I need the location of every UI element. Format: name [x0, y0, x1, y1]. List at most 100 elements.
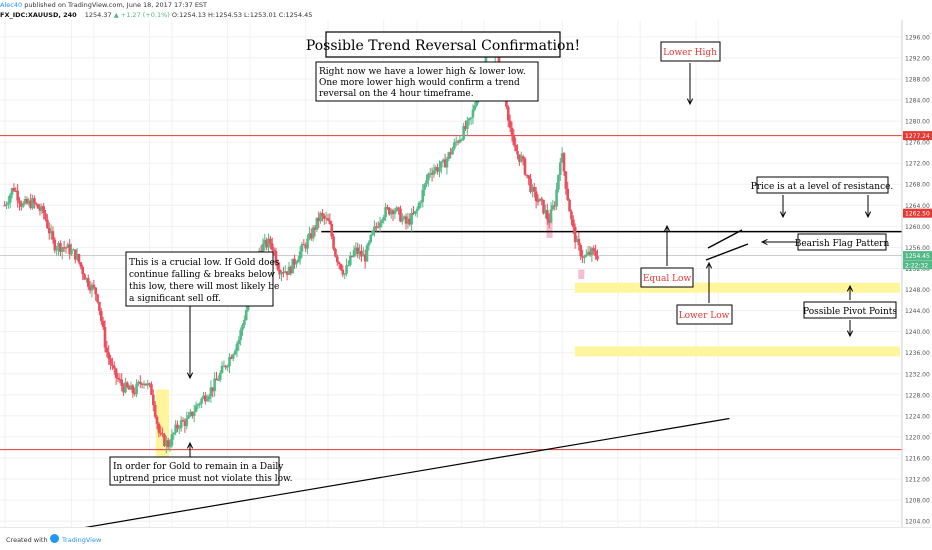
crucial-low-note-line: this low, there will most likely be — [129, 282, 279, 292]
candle-up — [8, 194, 12, 203]
candle-down — [42, 206, 45, 214]
candle-down — [337, 262, 341, 265]
pivot-arrow-up-head — [846, 284, 854, 292]
candle-down — [547, 219, 551, 223]
candle-down — [53, 239, 57, 251]
candle-down — [191, 411, 194, 417]
candle-down — [86, 278, 90, 287]
lower-high-label-box — [660, 41, 721, 62]
candle-up — [406, 218, 410, 224]
candle-down — [562, 153, 566, 172]
candle-up — [60, 247, 64, 252]
candle-down — [118, 379, 122, 381]
candle-up — [348, 255, 352, 265]
y-tick-label: 1256.00 — [905, 245, 930, 252]
candle-down — [131, 385, 135, 393]
candle-up — [192, 411, 196, 417]
candle-up — [235, 344, 239, 352]
candle-down — [449, 152, 452, 155]
candle-up — [178, 427, 181, 429]
candle-up — [57, 243, 60, 249]
candle-up — [458, 139, 462, 143]
candle-down — [391, 210, 395, 215]
candle-down — [512, 134, 516, 145]
candle-down — [564, 171, 568, 189]
candle-up — [380, 220, 384, 223]
candle-up — [261, 243, 265, 253]
candle-down — [581, 256, 584, 258]
symbol-label: FX_IDC:XAUUSD, 240 — [0, 11, 77, 19]
lower-high-note-line: Right now we have a lower high & lower l… — [319, 67, 526, 77]
y-tick-label: 1208.00 — [905, 498, 930, 505]
candle-down — [163, 434, 166, 446]
candle-down — [317, 217, 321, 222]
candle-up — [31, 198, 34, 209]
crucial-low-note-line: This is a crucial low. If Gold does — [129, 258, 280, 268]
resistance-note: Price is at a level of resistance. — [751, 182, 894, 192]
candle-down — [464, 125, 467, 129]
candle-up — [324, 218, 328, 220]
candle-up — [300, 244, 304, 252]
candle-up — [267, 238, 270, 248]
candle-up — [447, 152, 451, 159]
candle-up — [7, 202, 10, 205]
y-tick-label: 1236.00 — [905, 350, 930, 357]
candle-down — [153, 405, 157, 417]
candle-up — [475, 100, 478, 106]
candle-down — [34, 203, 38, 205]
candle-down — [326, 218, 330, 221]
candle-down — [339, 264, 343, 270]
candle-up — [585, 254, 588, 257]
publish-info: published on TradingView.com, June 18, 2… — [24, 1, 208, 9]
candle-down — [46, 219, 49, 228]
candle-up — [21, 203, 25, 207]
candle-up — [347, 264, 350, 266]
candle-up — [440, 161, 443, 168]
candle-up — [10, 188, 14, 195]
candle-down — [540, 198, 544, 200]
y-tick-label: 1216.00 — [905, 455, 930, 462]
candle-up — [187, 415, 190, 419]
candle-up — [124, 382, 127, 393]
candle-up — [291, 258, 294, 274]
candle-up — [237, 340, 241, 345]
candle-down — [596, 256, 599, 260]
candle-down — [103, 326, 107, 348]
candle-down — [274, 251, 278, 264]
candle-up — [142, 383, 146, 385]
candle-up — [560, 153, 564, 163]
author-link[interactable]: Alec40 — [0, 1, 23, 9]
candle-up — [371, 230, 374, 236]
candle-up — [66, 244, 70, 248]
candle-up — [417, 203, 421, 209]
candle-down — [328, 220, 332, 224]
candle-down — [443, 159, 447, 168]
candle-down — [44, 213, 47, 220]
candle-up — [189, 411, 192, 416]
daily-uptrend-note-box — [109, 456, 280, 486]
candle-down — [388, 207, 391, 215]
tradingview-brand[interactable]: TradingView — [62, 536, 102, 544]
candle-up — [263, 239, 267, 244]
candle-up — [402, 216, 406, 219]
candle-up — [200, 398, 203, 404]
candle-down — [341, 269, 345, 275]
price-tag-bg — [903, 251, 932, 261]
y-tick-label: 1260.00 — [905, 224, 930, 231]
candle-up — [55, 248, 58, 251]
candle-up — [202, 395, 205, 399]
candle-down — [111, 364, 114, 366]
candle-down — [38, 208, 42, 211]
candle-up — [445, 158, 449, 168]
candle-up — [70, 249, 73, 255]
candle-up — [179, 420, 183, 428]
candle-down — [109, 358, 112, 365]
candle-down — [144, 383, 148, 386]
candle-down — [542, 199, 545, 214]
candle-up — [213, 378, 216, 392]
candle-down — [101, 320, 105, 327]
candle-up — [362, 254, 365, 257]
candle-down — [516, 151, 519, 155]
